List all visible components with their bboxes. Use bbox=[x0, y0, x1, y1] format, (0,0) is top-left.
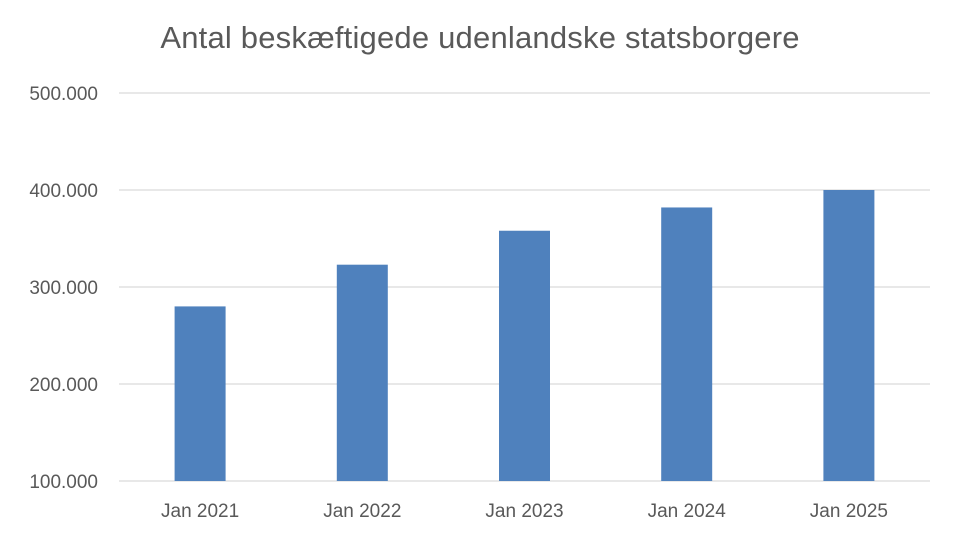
y-tick-label: 400.000 bbox=[29, 181, 98, 202]
bar bbox=[823, 190, 875, 481]
x-tick-label: Jan 2025 bbox=[810, 501, 888, 522]
bar bbox=[499, 230, 550, 481]
x-axis-labels: Jan 2021 Jan 2022 Jan 2023 Jan 2024 Jan 2025 bbox=[161, 501, 888, 522]
bar-layer bbox=[174, 190, 875, 481]
chart-title: Antal beskæftigede udenlandske statsborg… bbox=[160, 20, 800, 55]
x-tick-label: Jan 2021 bbox=[161, 501, 239, 522]
x-tick-label: Jan 2024 bbox=[648, 501, 727, 522]
y-axis-labels: 100.000 200.000 300.000 400.000 500.000 bbox=[29, 84, 98, 493]
y-tick-label: 100.000 bbox=[29, 472, 98, 493]
y-tick-label: 500.000 bbox=[29, 84, 98, 105]
x-tick-label: Jan 2023 bbox=[485, 501, 563, 522]
bar bbox=[661, 207, 713, 481]
y-tick-label: 300.000 bbox=[29, 278, 98, 299]
x-tick-label: Jan 2022 bbox=[323, 501, 401, 522]
y-tick-label: 200.000 bbox=[29, 375, 98, 396]
bar bbox=[336, 264, 388, 481]
bar bbox=[174, 306, 226, 481]
